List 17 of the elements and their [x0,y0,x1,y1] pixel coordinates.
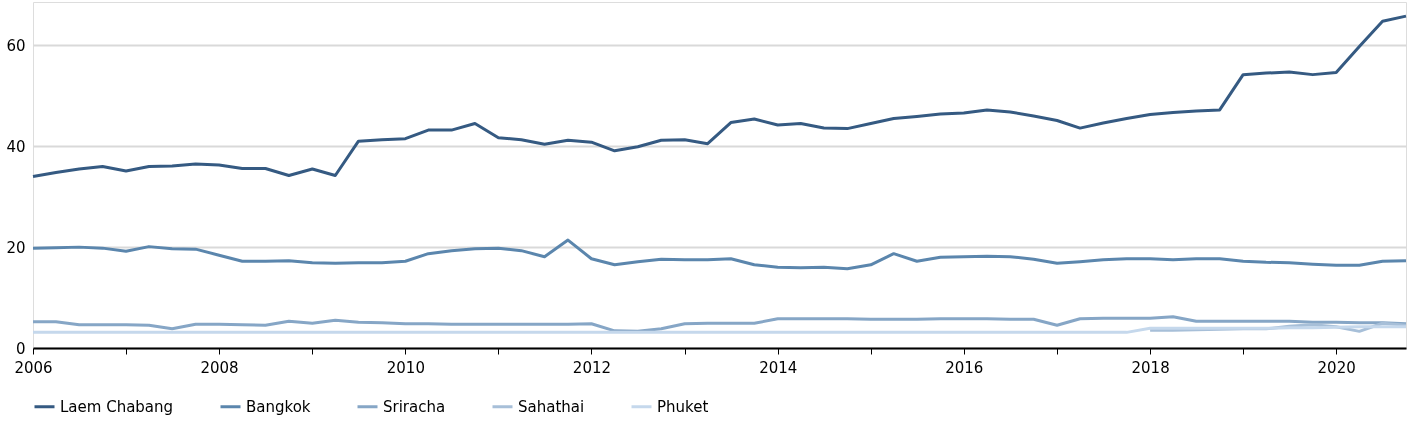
legend-label: Laem Chabang [60,397,174,416]
y-tick-label: 20 [6,238,26,257]
y-tick-label: 0 [15,339,26,358]
x-tick-label: 2012 [572,358,612,377]
legend-label: Sahathai [518,397,585,416]
x-tick-label: 2020 [1317,358,1356,377]
x-tick-label: 2006 [14,358,53,377]
y-tick-label: 40 [6,137,26,156]
legend-label: Phuket [657,397,709,416]
x-tick-label: 2008 [200,358,239,377]
x-tick-label: 2010 [386,358,425,377]
x-tick-label: 2018 [1131,358,1170,377]
legend-label: Bangkok [246,397,311,416]
legend-label: Sriracha [383,397,446,416]
y-tick-label: 60 [6,36,26,55]
x-tick-label: 2014 [759,358,798,377]
x-tick-label: 2016 [945,358,984,377]
